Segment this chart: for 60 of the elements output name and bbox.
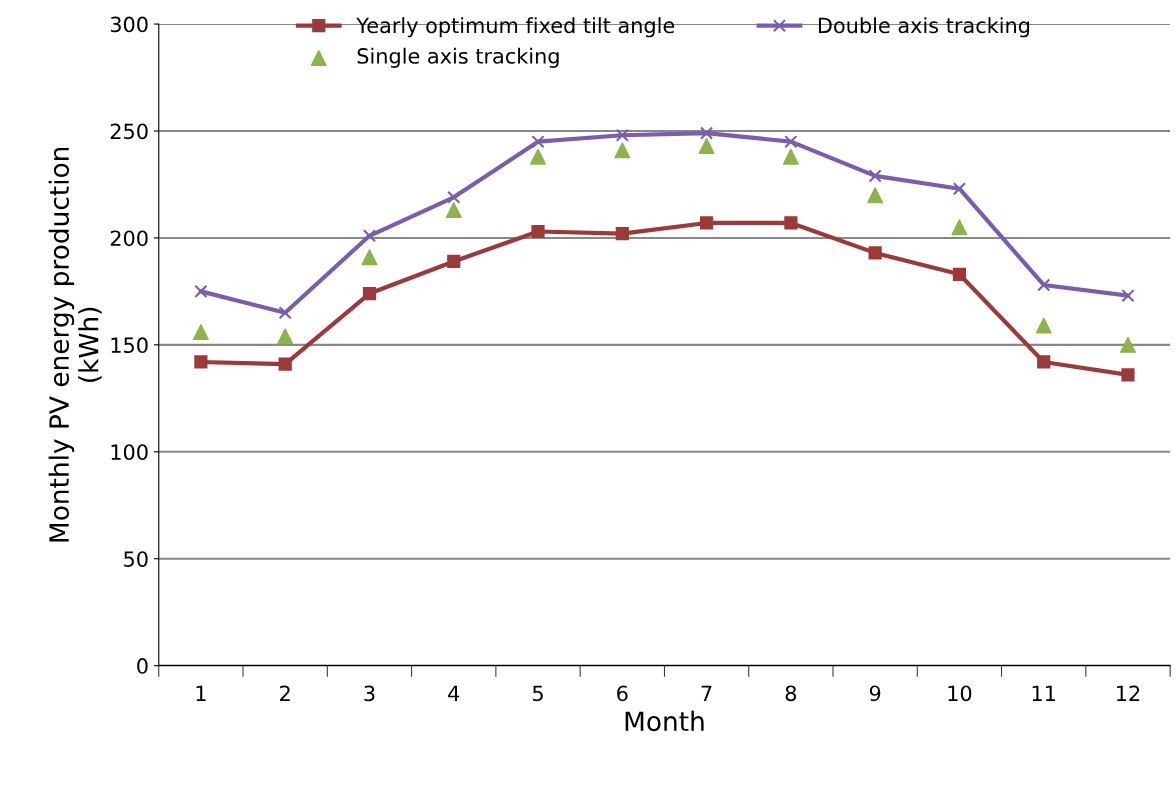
- y-tick-label: 300: [110, 16, 148, 33]
- legend-label: Yearly optimum fixed tilt angle: [356, 17, 675, 38]
- x-tick-label: 8: [785, 685, 797, 702]
- legend-label: Single axis tracking: [357, 47, 559, 68]
- point: [951, 219, 968, 236]
- point: [1121, 368, 1135, 382]
- y-tick-label: 0: [137, 658, 148, 674]
- x-tick-label: 1: [196, 685, 206, 701]
- x-tick-label: 7: [701, 685, 712, 701]
- point: [784, 135, 798, 149]
- y-axis-title: Monthly PV energy production (kWh): [48, 147, 102, 542]
- point: [531, 224, 545, 239]
- point: [615, 128, 629, 142]
- point: [194, 355, 208, 369]
- point: [868, 169, 882, 183]
- point: [1037, 278, 1051, 292]
- point: [530, 148, 546, 165]
- point: [278, 306, 292, 320]
- point: [1037, 355, 1051, 369]
- point: [277, 328, 294, 345]
- x-tick-label: 11: [1032, 685, 1056, 701]
- point: [445, 202, 462, 219]
- x-axis-title: Month: [625, 710, 704, 732]
- point: [361, 249, 378, 266]
- point: [698, 137, 715, 154]
- x-tick-label: 9: [869, 685, 881, 702]
- point: [614, 142, 631, 159]
- point: [362, 286, 377, 301]
- point: [278, 357, 292, 371]
- point: [362, 229, 377, 243]
- point: [531, 135, 545, 149]
- point: [952, 182, 967, 196]
- x-tick-label: 12: [1117, 685, 1140, 701]
- point: [782, 148, 799, 165]
- point: [868, 246, 882, 260]
- point: [447, 254, 461, 269]
- point: [1035, 317, 1052, 334]
- point: [784, 216, 798, 230]
- point: [699, 126, 714, 140]
- legend-label: Double axis tracking: [818, 17, 1030, 38]
- point: [1121, 289, 1135, 303]
- point: [1120, 336, 1136, 353]
- point: [192, 324, 209, 341]
- x-tick-label: 3: [364, 685, 375, 702]
- y-tick-label: 250: [110, 123, 148, 140]
- point: [699, 216, 714, 230]
- x-tick-label: 4: [448, 685, 460, 701]
- point: [194, 284, 208, 298]
- y-tick-label: 150: [111, 337, 148, 354]
- y-tick-label: 100: [111, 444, 148, 460]
- point: [952, 267, 967, 281]
- x-tick-label: 2: [280, 685, 290, 701]
- point: [867, 187, 884, 204]
- x-tick-label: 10: [948, 685, 972, 702]
- point: [615, 227, 629, 241]
- y-tick-label: 200: [110, 230, 148, 247]
- point: [447, 190, 461, 204]
- y-tick-label: 50: [124, 551, 148, 567]
- x-tick-label: 5: [533, 685, 543, 702]
- x-tick-label: 6: [617, 685, 628, 702]
